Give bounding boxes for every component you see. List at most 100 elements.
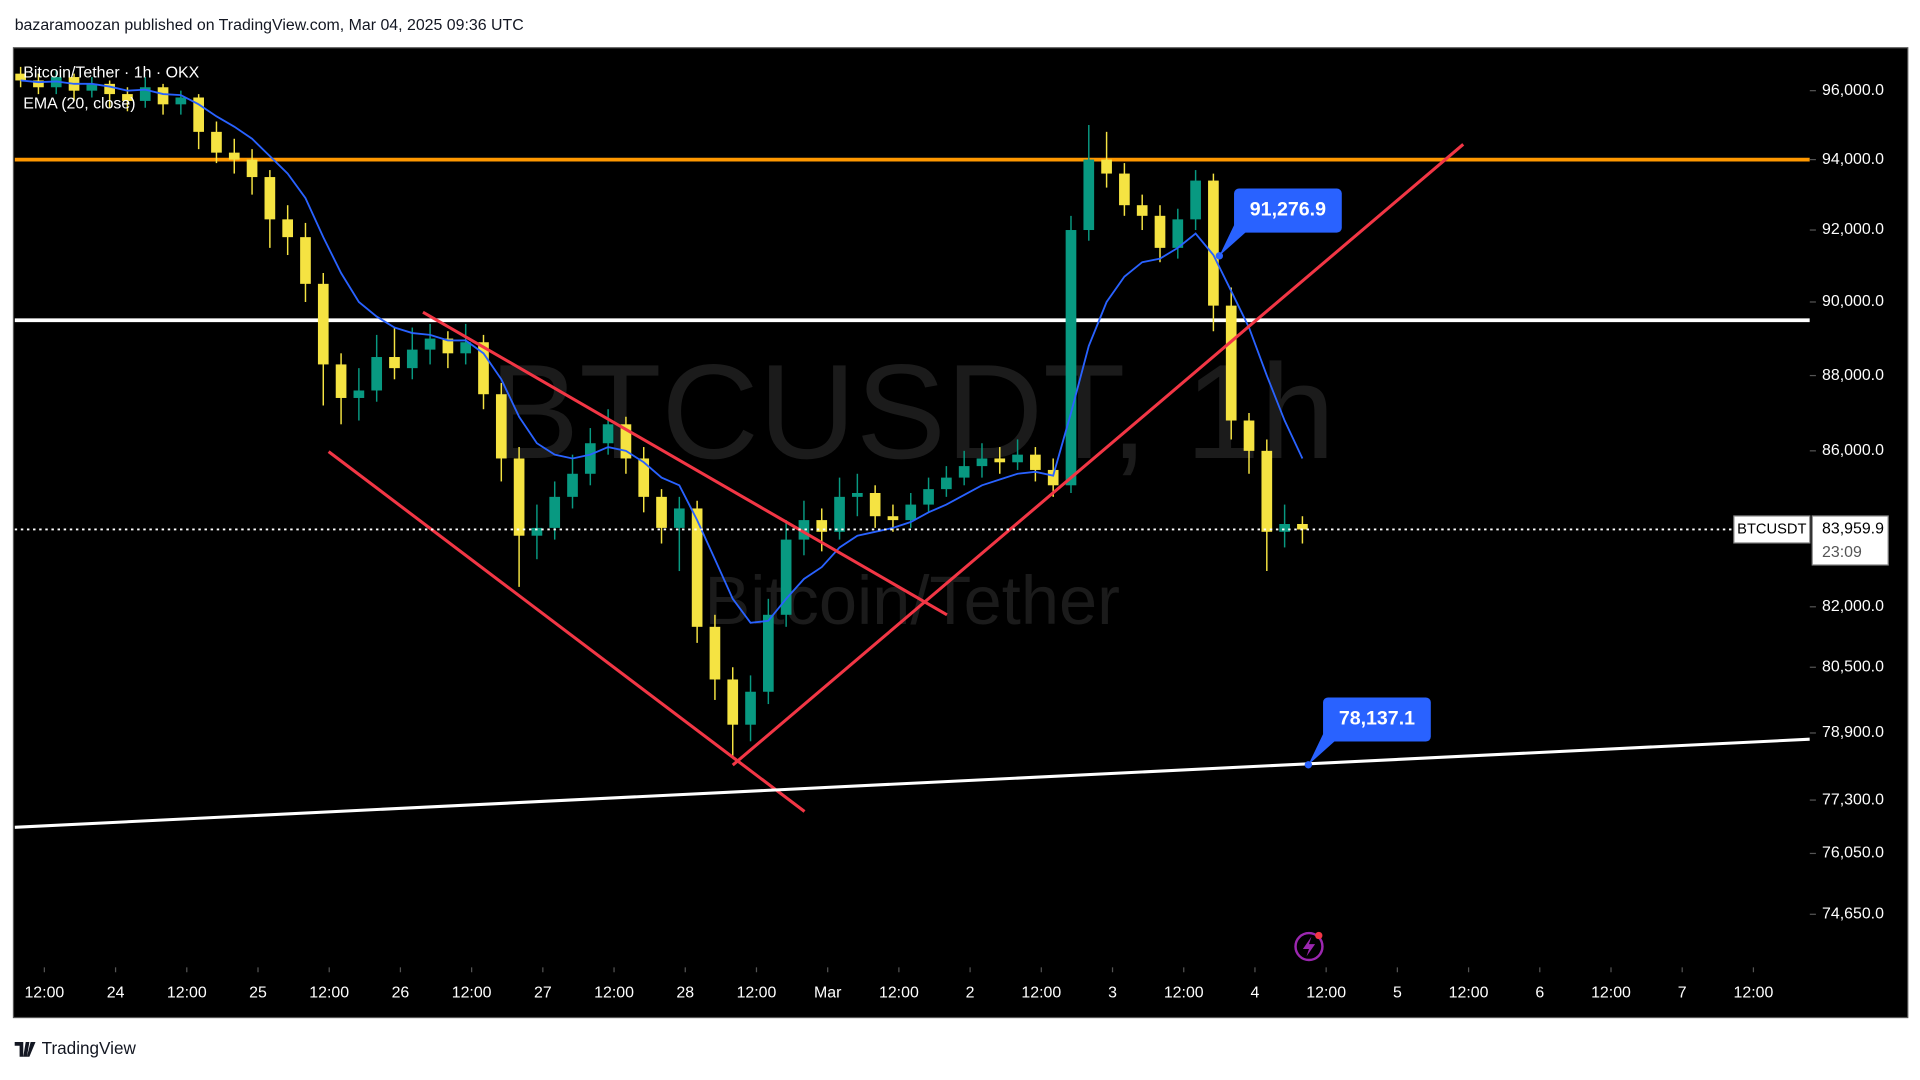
candle-body [780, 539, 792, 615]
ema-line [20, 79, 1304, 624]
x-tick-label: 2 [966, 984, 975, 1001]
candle-body [1154, 215, 1166, 248]
candle-body [1225, 305, 1237, 421]
y-tick-label: 96,000.0 [1822, 82, 1884, 99]
candle-body [567, 473, 578, 497]
footer: TradingView [42, 1038, 137, 1058]
candle-body [371, 357, 383, 391]
overlay: 96,000.0 94,000.0 92,000.0 90,000.0 88,000.0… [24, 82, 1889, 1001]
candle-body [941, 477, 952, 490]
x-tick-label: 6 [1535, 984, 1544, 1001]
candle-body [1047, 469, 1059, 486]
candle-body [513, 458, 525, 536]
candle-body [228, 152, 240, 160]
candle-body [745, 691, 756, 725]
candle-body [1065, 230, 1077, 486]
candle-body [709, 626, 721, 680]
annotation-label: 78,137.1 [1339, 708, 1415, 730]
plot-area [14, 66, 1810, 829]
x-tick-label: 7 [1678, 984, 1687, 1001]
candle-body [816, 520, 828, 532]
candle-body [442, 338, 454, 354]
candle-body [211, 131, 222, 153]
legend-ema: EMA (20, close) [23, 95, 135, 112]
candle-body [869, 492, 881, 517]
x-tick-label: 12:00 [594, 984, 634, 1001]
candle-body [549, 496, 561, 528]
candle-body [406, 349, 418, 369]
candle-body [638, 458, 650, 497]
x-tick-label: 12:00 [24, 984, 64, 1001]
y-tick-label: 92,000.0 [1822, 221, 1884, 238]
x-tick-label: 12:00 [1021, 984, 1061, 1001]
symbol-label: BTCUSDT [1737, 521, 1806, 537]
candle-body [300, 237, 311, 284]
y-tick-label: 77,300.0 [1822, 791, 1884, 808]
candle-body [157, 87, 169, 105]
candle-body [727, 679, 739, 725]
trendline [422, 310, 948, 617]
y-tick-label: 76,050.0 [1822, 845, 1884, 862]
candle-body [691, 508, 703, 627]
watermark-description: Bitcoin/Tether [705, 562, 1120, 639]
candle-body [264, 177, 276, 220]
x-tick-label: 4 [1251, 984, 1260, 1001]
trendline [731, 143, 1465, 767]
x-tick-label: 5 [1393, 984, 1402, 1001]
y-tick-label: 88,000.0 [1822, 367, 1884, 384]
y-tick-label: 74,650.0 [1822, 905, 1884, 922]
candle-body [1190, 180, 1201, 220]
trendline [327, 450, 806, 813]
candle-body [317, 283, 329, 365]
x-tick-label: Mar [814, 984, 842, 1001]
price-label: 83,959.9 [1822, 521, 1884, 538]
candle-body [531, 527, 543, 536]
x-tick-label: 12:00 [1591, 984, 1631, 1001]
candle-body [104, 83, 115, 95]
y-tick-label: 86,000.0 [1822, 442, 1884, 459]
symbol-box [1733, 515, 1811, 544]
annotation-pointer [1308, 734, 1343, 765]
candle-body [15, 73, 26, 81]
candle-body [478, 342, 489, 395]
candle-body [1243, 420, 1255, 451]
candle-body [460, 342, 472, 354]
x-tick-label: 12:00 [737, 984, 777, 1001]
candle-body [584, 443, 596, 474]
candle-body [335, 364, 347, 398]
candle-body [1172, 219, 1184, 248]
candle-body [122, 94, 133, 101]
candle-body [1101, 159, 1112, 174]
candle-body [33, 80, 44, 88]
candle-body [887, 516, 899, 521]
candle-body [673, 508, 685, 528]
candle-body [282, 219, 294, 238]
candle-body [1083, 159, 1095, 231]
footer-logo [14, 1042, 36, 1057]
countdown: 23:09 [1822, 544, 1862, 561]
candle-body [1012, 454, 1023, 463]
x-tick-label: 26 [392, 984, 410, 1001]
candle-body [139, 87, 151, 101]
candle-body [994, 458, 1006, 463]
y-tick-label: 78,900.0 [1822, 724, 1884, 741]
candle-body [175, 97, 187, 105]
candle-body [905, 504, 917, 521]
candle-body [424, 338, 436, 350]
y-tick-label: 90,000.0 [1822, 293, 1884, 310]
chart-frame [12, 47, 1909, 1019]
candle-body [1208, 180, 1219, 306]
x-tick-label: 3 [1108, 984, 1117, 1001]
annotation-box [1323, 697, 1431, 742]
annotation-label: 91,276.9 [1250, 199, 1326, 221]
candle-body [1030, 454, 1041, 470]
y-tick-label: 94,000.0 [1822, 151, 1884, 168]
candle-body [1279, 523, 1290, 532]
x-tick-label: 12:00 [309, 984, 349, 1001]
legend-symbol: Bitcoin/Tether · 1h · OKX [23, 65, 199, 82]
candle-body [1261, 450, 1273, 532]
candle-body [762, 614, 774, 692]
candle-body [193, 97, 204, 132]
x-tick-label: 27 [534, 984, 552, 1001]
